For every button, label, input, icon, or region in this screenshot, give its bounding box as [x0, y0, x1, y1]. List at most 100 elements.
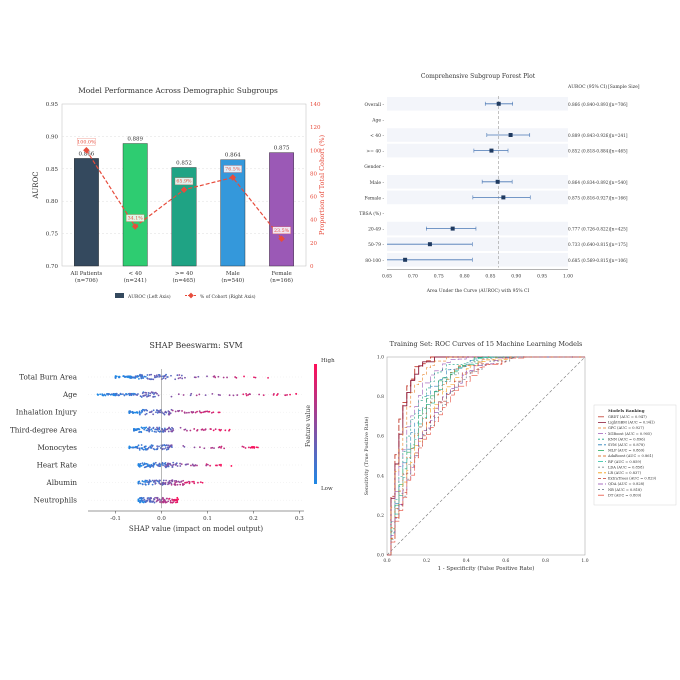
- shap-point: [179, 483, 182, 486]
- shap-point: [177, 498, 180, 501]
- shap-point: [211, 393, 214, 395]
- shap-point: [206, 463, 209, 466]
- shap-point: [144, 483, 147, 486]
- shap-point: [273, 392, 275, 395]
- shap-point: [145, 500, 148, 503]
- forest-ci-text: 0.864 (0.834-0.892): [568, 180, 610, 185]
- forest-plot-panel: Comprehensive Subgroup Forest Plot AUROC…: [359, 73, 640, 294]
- shap-point: [204, 410, 207, 413]
- shap-point: [193, 482, 196, 485]
- shap-point: [156, 463, 158, 466]
- shap-point: [155, 428, 158, 431]
- shap-point: [286, 393, 288, 396]
- shap-point: [171, 409, 174, 412]
- shap-point: [167, 500, 170, 503]
- shap-point: [183, 428, 186, 431]
- shap-point: [222, 376, 225, 379]
- shap-point: [144, 375, 147, 378]
- shap-point: [174, 410, 177, 413]
- shap-point: [174, 378, 177, 381]
- shap-point: [131, 446, 134, 449]
- shap-point: [140, 447, 143, 450]
- shap-point: [158, 428, 161, 431]
- shap-point: [295, 392, 298, 395]
- shap-point: [108, 393, 111, 395]
- shap-point: [194, 464, 197, 466]
- shap-point: [191, 463, 194, 466]
- roc-y-axis-label: Sensitivity (True Positive Rate): [363, 417, 370, 496]
- shap-x-tick: 0.3: [295, 516, 304, 522]
- shap-point: [175, 498, 178, 501]
- shap-point: [211, 446, 214, 449]
- bar-y2-tick: 100: [310, 148, 321, 154]
- bar-y-axis-label: AUROC: [32, 171, 40, 199]
- forest-row-label: Age -: [371, 117, 384, 123]
- shap-point: [114, 376, 117, 379]
- shap-feature-label: Heart Rate: [37, 461, 77, 470]
- bar-y2-axis-label: Proportion of Total Cohort (%): [318, 134, 326, 235]
- roc-legend-entry: XGBoost (AUC = 0.905): [608, 432, 652, 436]
- shap-point: [174, 483, 176, 486]
- forest-n-text: [n=166]: [610, 195, 628, 200]
- shap-x-tick: -0.1: [110, 516, 121, 522]
- shap-point: [177, 393, 180, 396]
- shap-point: [158, 445, 160, 448]
- shap-point: [152, 378, 155, 381]
- shap-title: SHAP Beeswarm: SVM: [149, 341, 242, 350]
- bar-y-tick: 0.70: [46, 264, 59, 270]
- forest-row-label: < 40 -: [370, 133, 384, 139]
- shap-point: [146, 497, 149, 500]
- shap-point: [170, 374, 172, 377]
- shap-point: [162, 479, 165, 482]
- shap-point: [176, 374, 179, 377]
- shap-feature-label: Inhalation Injury: [16, 408, 78, 417]
- shap-point: [202, 429, 205, 432]
- shap-point: [156, 447, 159, 450]
- shap-point: [101, 394, 104, 397]
- shap-point: [141, 377, 143, 379]
- shap-point: [175, 462, 178, 465]
- shap-point: [145, 429, 148, 432]
- shap-point: [148, 374, 151, 376]
- shap-point: [154, 479, 156, 482]
- shap-point: [148, 497, 150, 499]
- shap-point: [172, 427, 174, 430]
- roc-panel: Training Set: ROC Curves of 15 Machine L…: [363, 340, 677, 572]
- shap-point: [133, 428, 135, 430]
- cohort-marker: [278, 235, 285, 243]
- shap-point: [99, 393, 102, 396]
- shap-point: [183, 412, 186, 414]
- forest-n-text: [n=706]: [610, 102, 628, 107]
- roc-legend-entry: NB (AUC = 0.818): [608, 488, 642, 492]
- shap-point: [147, 446, 150, 449]
- shap-point: [128, 445, 131, 448]
- cohort-marker: [180, 186, 188, 193]
- shap-point: [255, 446, 258, 449]
- shap-point: [173, 499, 176, 502]
- shap-point: [171, 446, 173, 449]
- shap-point: [253, 446, 256, 448]
- shap-point: [138, 413, 141, 416]
- shap-point: [200, 411, 203, 414]
- forest-x-axis-label: Area Under the Curve (AUROC) with 95% CI: [426, 287, 530, 294]
- shap-point: [151, 479, 154, 482]
- roc-y-tick: 0.2: [377, 513, 384, 519]
- shap-point: [220, 445, 223, 448]
- shap-point: [169, 412, 172, 415]
- shap-point: [153, 374, 156, 377]
- shap-point: [172, 461, 175, 464]
- shap-point: [162, 375, 164, 378]
- shap-point: [152, 498, 155, 500]
- shap-point: [148, 430, 151, 433]
- shap-point: [190, 411, 193, 413]
- shap-colorbar-label: Feature value: [305, 405, 312, 447]
- shap-point: [219, 429, 222, 432]
- shap-point: [139, 497, 142, 499]
- shap-point: [144, 481, 147, 483]
- shap-point: [157, 374, 160, 376]
- shap-point: [112, 394, 115, 396]
- bar-y-tick: 0.95: [46, 102, 59, 108]
- shap-point: [137, 482, 140, 485]
- shap-point: [253, 376, 255, 379]
- shap-point: [104, 394, 107, 397]
